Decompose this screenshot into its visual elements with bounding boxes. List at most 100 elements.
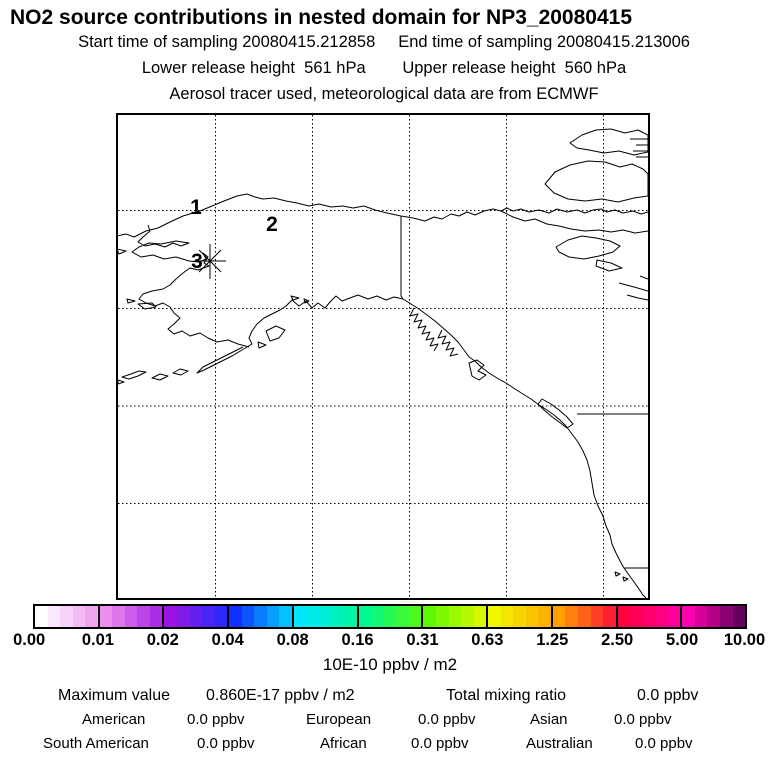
sampling-times-line: Start time of sampling 20080415.212858 E…	[78, 33, 690, 51]
colorbar-cell	[371, 606, 384, 627]
colorbar-cell	[112, 606, 125, 627]
colorbar-cell	[149, 606, 163, 627]
coastline	[131, 224, 250, 348]
colorbar-cell	[642, 606, 656, 627]
colorbar-cell	[655, 606, 668, 627]
colorbar-segment	[227, 606, 292, 627]
colorbar-cell	[603, 606, 616, 627]
colorbar-cell	[435, 606, 449, 627]
colorbar-cell	[617, 606, 631, 627]
colorbar-cell	[577, 606, 591, 627]
colorbar-cell	[396, 606, 409, 627]
colorbar-cell	[279, 606, 292, 627]
colorbar-unit-label: 10E-10 ppbv / m2	[322, 655, 458, 674]
colorbar-cell	[565, 606, 578, 627]
colorbar-segment	[162, 606, 228, 627]
coastline	[544, 160, 648, 203]
release-heights-line: Lower release height 561 hPa Upper relea…	[141, 59, 627, 77]
colorbar-segment	[421, 606, 487, 627]
release-point-label-1: 1	[190, 196, 202, 219]
coastline	[118, 248, 157, 310]
colorbar-cell	[177, 606, 190, 627]
region-value-african: 0.0 ppbv	[411, 735, 469, 752]
colorbar-cell	[682, 606, 695, 627]
coastline	[290, 295, 310, 304]
colorbar-cell	[214, 606, 228, 627]
region-value-south-american: 0.0 ppbv	[197, 735, 255, 752]
colorbar-cell	[319, 606, 332, 627]
plot-title: NO2 source contributions in nested domai…	[10, 6, 633, 29]
colorbar-segment	[615, 606, 681, 627]
colorbar-tick: 10.00	[723, 631, 766, 649]
coastline	[118, 193, 648, 238]
coastline	[577, 413, 648, 569]
colorbar-cell	[719, 606, 733, 627]
colorbar-cell	[630, 606, 643, 627]
region-name-australian: Australian	[526, 735, 593, 752]
colorbar-cell	[732, 606, 746, 627]
colorbar-cell	[189, 606, 203, 627]
colorbar-cell	[202, 606, 215, 627]
colorbar-cell	[552, 606, 566, 627]
colorbar-cell	[293, 606, 307, 627]
coastline	[555, 235, 623, 272]
colorbar-cell	[99, 606, 113, 627]
colorbar-segment	[35, 606, 98, 627]
coastline	[118, 368, 189, 385]
colorbar-cell	[538, 606, 551, 627]
release-site-marker	[198, 249, 222, 273]
colorbar-segment	[550, 606, 616, 627]
coastline	[196, 294, 404, 374]
region-value-american: 0.0 ppbv	[187, 711, 245, 728]
coastline	[618, 275, 648, 301]
coastline	[257, 325, 286, 349]
region-value-asian: 0.0 ppbv	[614, 711, 672, 728]
colorbar-tick: 0.31	[406, 631, 439, 649]
colorbar-cell	[667, 606, 681, 627]
colorbar-ticks: 0.00 0.01 0.02 0.04 0.08 0.16 0.31 0.63 1.25 2.50…	[0, 631, 768, 651]
coastline	[500, 210, 648, 234]
colorbar-tick: 1.25	[536, 631, 569, 649]
colorbar-tick: 0.08	[276, 631, 309, 649]
colorbar-cell	[266, 606, 280, 627]
map-svg: 123	[118, 115, 648, 598]
colorbar-cell	[488, 606, 501, 627]
region-name-asian: Asian	[530, 711, 568, 728]
colorbar-cell	[47, 606, 61, 627]
colorbar-tick: 0.04	[211, 631, 244, 649]
coastline	[614, 571, 629, 582]
colorbar-tick: 0.63	[471, 631, 504, 649]
colorbar-cell	[694, 606, 708, 627]
colorbar	[33, 604, 747, 629]
colorbar-cell	[35, 606, 48, 627]
colorbar-segment	[680, 606, 746, 627]
colorbar-tick: 5.00	[666, 631, 699, 649]
colorbar-cell	[707, 606, 720, 627]
colorbar-segment	[97, 606, 163, 627]
colorbar-cell	[383, 606, 397, 627]
coastline	[400, 216, 404, 300]
colorbar-tick: 0.01	[81, 631, 114, 649]
colorbar-cell	[85, 606, 98, 627]
colorbar-segment	[356, 606, 422, 627]
colorbar-cell	[408, 606, 422, 627]
colorbar-segment	[291, 606, 357, 627]
colorbar-tick: 0.02	[146, 631, 179, 649]
colorbar-cell	[500, 606, 514, 627]
colorbar-tick: 2.50	[601, 631, 634, 649]
colorbar-cell	[124, 606, 138, 627]
region-name-african: African	[320, 735, 367, 752]
region-name-south-american: South American	[43, 735, 149, 752]
coastline	[630, 138, 648, 158]
region-value-european: 0.0 ppbv	[418, 711, 476, 728]
colorbar-cell	[344, 606, 357, 627]
colorbar-cell	[513, 606, 526, 627]
colorbar-cell	[137, 606, 150, 627]
coastline	[468, 359, 487, 381]
coastline	[409, 307, 439, 352]
colorbar-cell	[473, 606, 487, 627]
colorbar-cell	[423, 606, 436, 627]
coastline	[569, 128, 648, 156]
max-value: 0.860E-17 ppbv / m2	[206, 687, 355, 704]
coastline	[402, 298, 647, 598]
